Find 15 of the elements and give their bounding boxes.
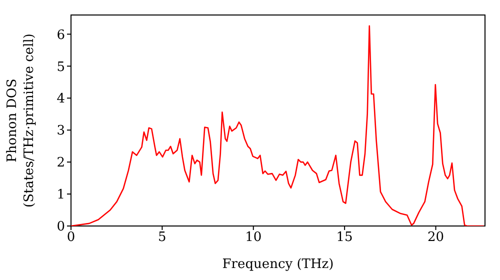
x-tick-label: 0 [66,230,76,246]
x-tick-label: 15 [336,230,353,246]
y-axis-title: Phonon DOS (States/THz·primitive cell) [5,33,37,208]
y-tick-label: 4 [56,92,65,107]
x-tick-label: 5 [158,230,166,246]
y-tick-label: 3 [56,124,65,139]
x-axis-title: Frequency (THz) [222,257,334,272]
x-tick-label: 10 [245,230,262,246]
y-tick-label: 5 [56,60,65,75]
x-tick-label: 20 [427,230,444,246]
y-tick-label: 1 [56,188,65,203]
y-tick-label: 2 [56,156,65,171]
line-series [71,25,484,226]
y-tick-label: 0 [56,220,65,235]
y-tick-label: 6 [56,28,65,43]
